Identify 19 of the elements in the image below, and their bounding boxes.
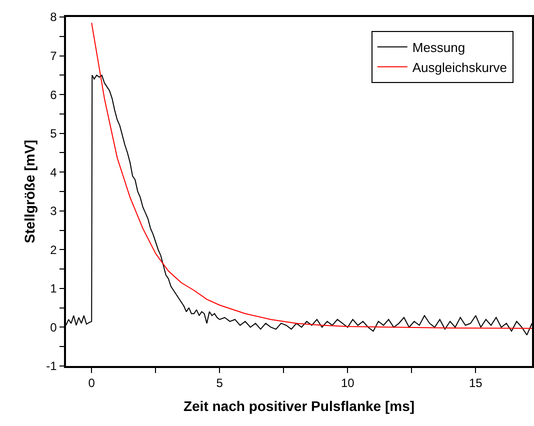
y-tick-label: 2	[50, 242, 58, 257]
y-tick-label: 3	[50, 204, 58, 218]
line-series	[91, 22, 532, 329]
y-tick-label: 8	[50, 10, 58, 24]
x-axis-title: Zeit nach positiver Pulsflanke [ms]	[183, 398, 415, 414]
y-tick-label: 6	[50, 88, 58, 102]
y-tick-label: 1	[50, 282, 58, 296]
y-tick-label: 0	[50, 320, 58, 334]
y-tick-label: 5	[50, 126, 58, 141]
y-tick-label: 7	[50, 48, 58, 63]
y-tick-label: 4	[50, 165, 58, 180]
legend-label: Messung	[412, 40, 466, 55]
x-tick-label: 0	[88, 376, 96, 390]
y-tick-label: -1	[46, 359, 58, 374]
x-tick-label: 15	[468, 376, 483, 390]
x-tick-label: 10	[340, 376, 355, 390]
y-axis-title: Stellgröße [mV]	[21, 140, 38, 244]
x-tick-label: 5	[216, 376, 224, 390]
legend-label: Ausgleichskurve	[412, 60, 508, 75]
